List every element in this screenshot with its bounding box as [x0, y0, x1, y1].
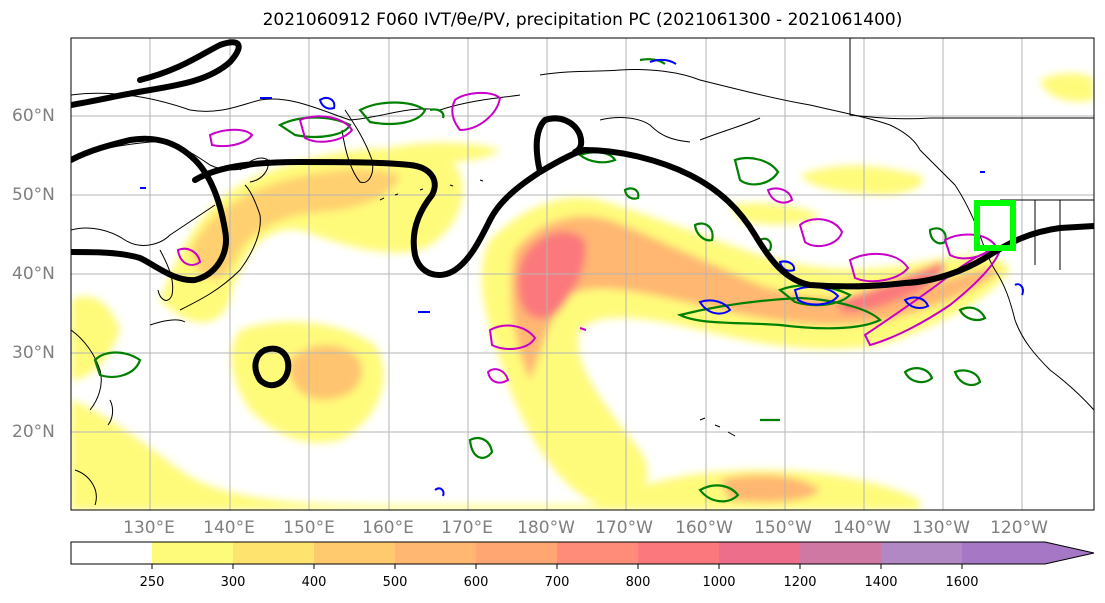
lon-label-150w: 150°W [754, 518, 812, 538]
colorbar-segment [314, 542, 395, 564]
lat-label-20: 20°N [12, 422, 55, 442]
lon-label-160w: 160°W [675, 518, 733, 538]
lon-label-130e: 130°E [123, 518, 175, 538]
colorbar-segment [800, 542, 881, 564]
colorbar-segment [638, 542, 719, 564]
colorbar-segment [152, 542, 233, 564]
lat-label-40: 40°N [12, 264, 55, 284]
colorbar-label-1400: 1400 [864, 575, 898, 590]
graticule [71, 38, 1094, 510]
lon-label-120w: 120°W [990, 518, 1048, 538]
colorbar-outline [70, 541, 1095, 565]
colorbar-segment [962, 542, 1045, 564]
colorbar-label-250: 250 [139, 575, 165, 590]
colorbar-segment [557, 542, 638, 564]
lat-label-60: 60°N [12, 106, 55, 126]
lon-label-140w: 140°W [833, 518, 891, 538]
map-title: 2021060912 F060 IVT/θe/PV, precipitation… [262, 10, 903, 30]
target-region-box [974, 200, 1016, 251]
colorbar-segment [233, 542, 314, 564]
lon-label-170w: 170°W [595, 518, 653, 538]
colorbar-label-600: 600 [463, 575, 489, 590]
lat-label-30: 30°N [12, 343, 55, 363]
coastlines [71, 38, 1094, 506]
colorbar-label-500: 500 [382, 575, 408, 590]
colorbar-extend-arrow [1045, 542, 1094, 564]
lon-label-140e: 140°E [203, 518, 255, 538]
colorbar-label-800: 800 [625, 575, 651, 590]
colorbar-label-1000: 1000 [702, 575, 736, 590]
lon-label-150e: 150°E [283, 518, 335, 538]
pv-contours [71, 39, 1094, 389]
lat-label-50: 50°N [12, 185, 55, 205]
lon-label-130w: 130°W [912, 518, 970, 538]
colorbar [71, 542, 1094, 569]
colorbar-segment [881, 542, 962, 564]
lon-label-170e: 170°E [441, 518, 493, 538]
colorbar-label-1600: 1600 [945, 575, 979, 590]
lon-label-160e: 160°E [362, 518, 414, 538]
map-frame [70, 37, 1095, 511]
colorbar-segment [476, 542, 557, 564]
colorbar-segment [719, 542, 800, 564]
colorbar-label-300: 300 [220, 575, 246, 590]
colorbar-label-400: 400 [301, 575, 327, 590]
colorbar-label-700: 700 [544, 575, 570, 590]
colorbar-segment [71, 542, 152, 564]
colorbar-segment [395, 542, 476, 564]
lon-label-180w: 180°W [517, 518, 575, 538]
colorbar-label-1200: 1200 [783, 575, 817, 590]
